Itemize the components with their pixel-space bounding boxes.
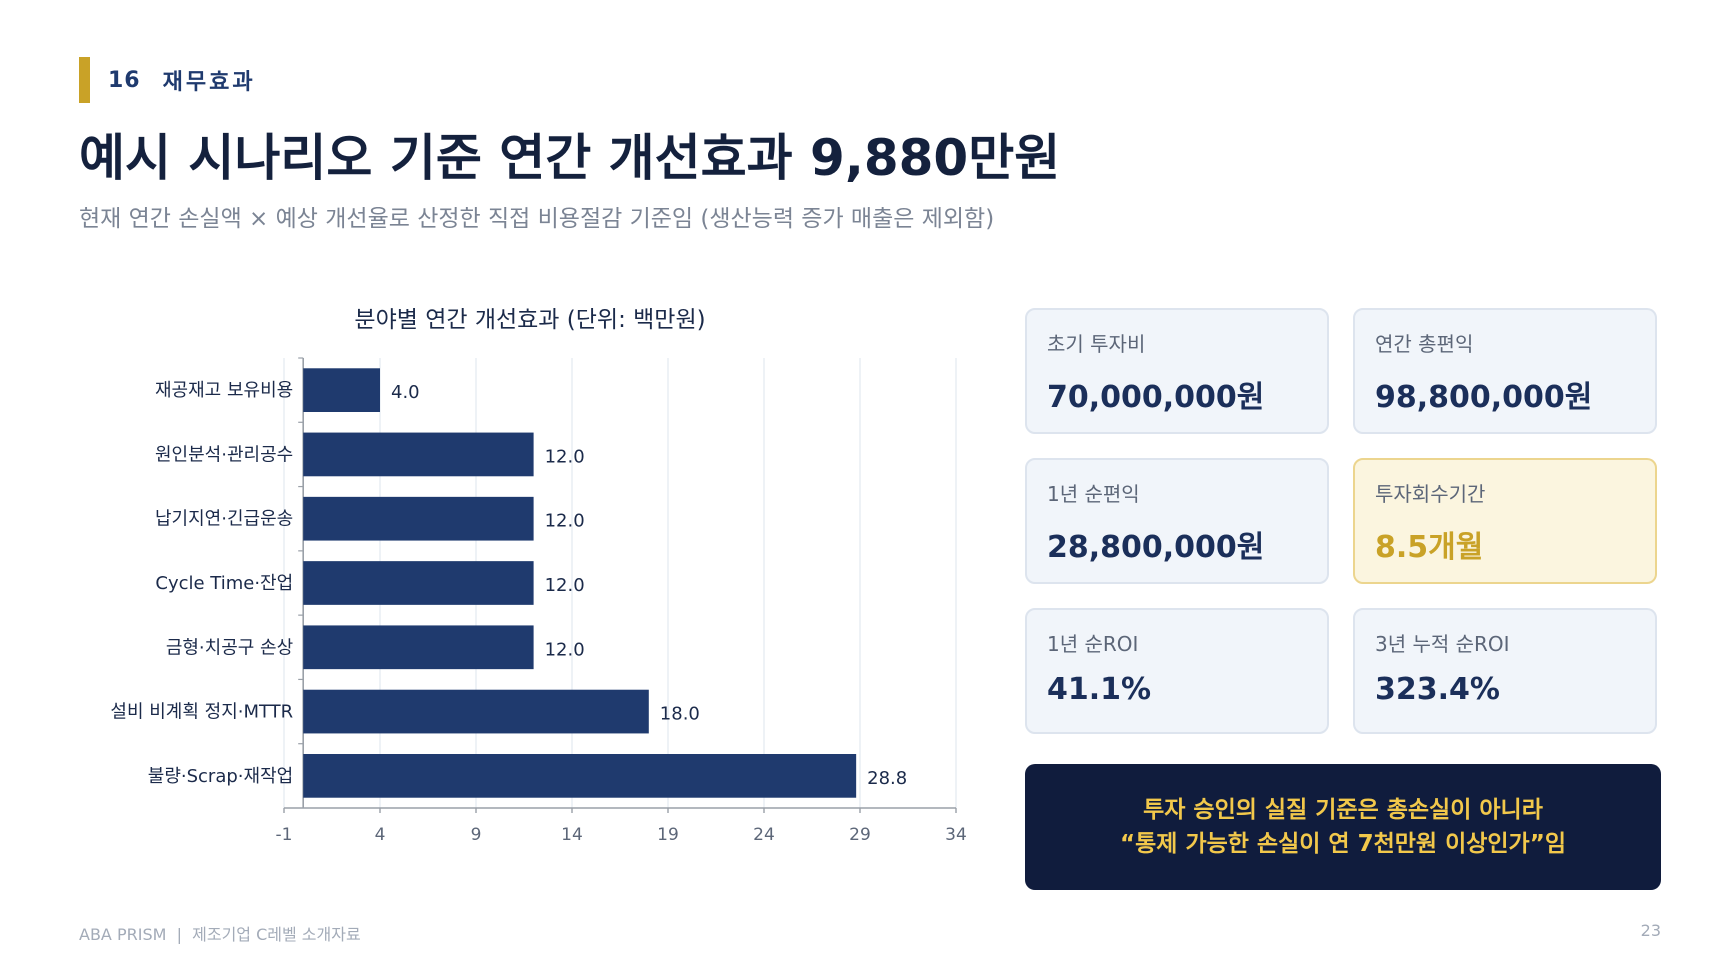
bar-chart: -1 4 9 14 19 24 29 34 재공재고 보유비용 4.0 원인분석·관리공수 12.0 납…	[60, 290, 1000, 860]
bar	[303, 689, 649, 734]
card-value: 323.4%	[1375, 672, 1500, 707]
card-value: 41.1%	[1047, 672, 1152, 707]
data-label: 4.0	[391, 382, 420, 403]
card-roi-1y: 1년 순ROI 41.1%	[1025, 608, 1329, 734]
card-net-benefit-1y: 1년 순편익 28,800,000원	[1025, 458, 1329, 584]
category-label: 납기지연·긴급운송	[155, 509, 293, 530]
x-tick-label: 4	[375, 825, 386, 845]
page-subtitle: 현재 연간 손실액 × 예상 개선율로 산정한 직접 비용절감 기준임 (생산능…	[79, 206, 995, 232]
card-payback-period: 투자회수기간 8.5개월	[1353, 458, 1657, 584]
card-label: 초기 투자비	[1047, 332, 1146, 356]
data-label: 28.8	[867, 768, 907, 789]
data-label: 12.0	[545, 639, 585, 660]
callout-box: 투자 승인의 실질 기준은 총손실이 아니라 “통제 가능한 손실이 연 7천만…	[1025, 764, 1661, 890]
x-tick-label: 14	[561, 825, 583, 845]
category-label: 재공재고 보유비용	[155, 380, 293, 401]
section-accent-bar	[79, 57, 90, 103]
category-label: 원인분석·관리공수	[155, 444, 293, 465]
card-roi-3y: 3년 누적 순ROI 323.4%	[1353, 608, 1657, 734]
x-tick-label: 9	[471, 825, 482, 845]
card-label: 투자회수기간	[1375, 482, 1486, 506]
callout-line-1: 투자 승인의 실질 기준은 총손실이 아니라	[1143, 797, 1543, 823]
x-tick-label: 24	[753, 825, 775, 845]
card-label: 1년 순ROI	[1047, 632, 1139, 656]
footer-text: ABA PRISM | 제조기업 C레벨 소개자료	[79, 925, 361, 944]
card-label: 연간 총편익	[1375, 332, 1474, 356]
card-value: 98,800,000원	[1375, 380, 1593, 415]
section-name: 재무효과	[162, 70, 256, 95]
card-initial-investment: 초기 투자비 70,000,000원	[1025, 308, 1329, 434]
callout-line-2: “통제 가능한 손실이 연 7천만원 이상인가”임	[1120, 831, 1566, 857]
bar	[303, 754, 857, 798]
card-value: 8.5개월	[1375, 530, 1484, 565]
category-label: 불량·Scrap·재작업	[148, 766, 293, 787]
data-label: 18.0	[660, 704, 700, 725]
bar	[303, 368, 380, 412]
x-tick-label: 34	[945, 825, 967, 845]
card-annual-total-benefit: 연간 총편익 98,800,000원	[1353, 308, 1657, 434]
data-label: 12.0	[545, 446, 585, 467]
page-number: 23	[1640, 921, 1661, 940]
card-label: 3년 누적 순ROI	[1375, 632, 1510, 656]
card-value: 70,000,000원	[1047, 380, 1265, 415]
data-label: 12.0	[545, 575, 585, 596]
section-number: 16	[108, 67, 141, 93]
card-value: 28,800,000원	[1047, 530, 1265, 565]
section-tag: 16 재무효과	[79, 57, 256, 103]
bar	[303, 561, 534, 605]
x-tick-label: -1	[276, 825, 293, 845]
bar-chart-svg: -1 4 9 14 19 24 29 34 재공재고 보유비용 4.0 원인분석·관리공수 12.0 납…	[110, 357, 967, 845]
page-title: 예시 시나리오 기준 연간 개선효과 9,880만원	[79, 129, 1061, 187]
data-label: 12.0	[545, 511, 585, 532]
x-tick-label: 29	[849, 825, 871, 845]
bar	[303, 496, 534, 541]
category-label: 설비 비계획 정지·MTTR	[110, 702, 293, 723]
x-tick-label: 19	[657, 825, 679, 845]
category-label: Cycle Time·잔업	[155, 573, 293, 594]
category-label: 금형·치공구 손상	[166, 637, 293, 658]
bar	[303, 432, 534, 477]
bar	[303, 625, 534, 670]
chart-title: 분야별 연간 개선효과 (단위: 백만원)	[354, 307, 706, 333]
card-label: 1년 순편익	[1047, 482, 1140, 506]
